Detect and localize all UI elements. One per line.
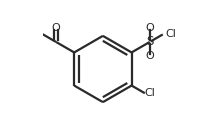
Text: S: S: [146, 35, 153, 48]
Text: O: O: [145, 23, 154, 33]
Text: O: O: [52, 23, 60, 33]
Text: O: O: [145, 51, 154, 61]
Text: Cl: Cl: [165, 29, 176, 39]
Text: Cl: Cl: [144, 88, 155, 98]
